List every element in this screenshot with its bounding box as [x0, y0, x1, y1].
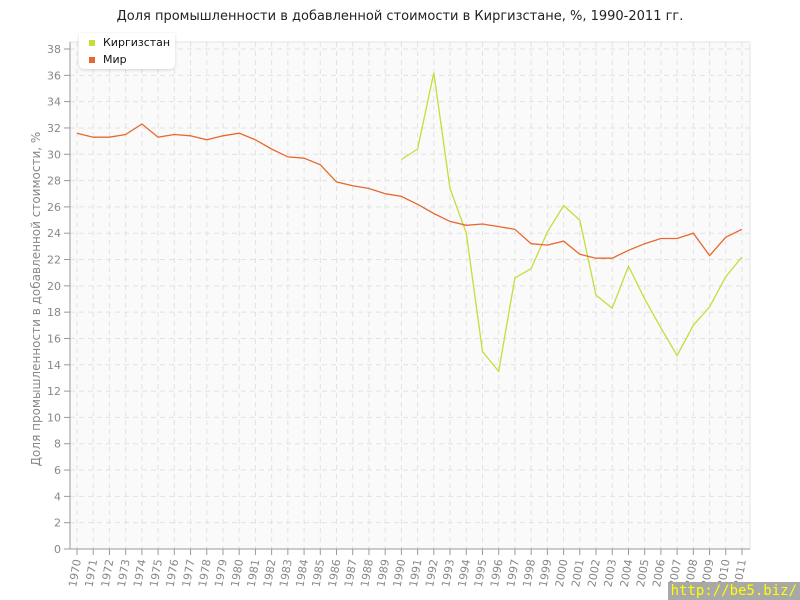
y-tick-label: 24: [47, 227, 61, 240]
x-tick-label: 1987: [342, 558, 360, 588]
x-tick-label: 1981: [245, 558, 263, 588]
y-tick-label: 12: [47, 385, 61, 398]
x-tick-label: 1998: [520, 558, 538, 588]
x-tick-label: 2002: [585, 558, 603, 588]
y-axis-label: Доля промышленности в добавленной стоимо…: [29, 132, 43, 467]
x-tick-label: 1972: [99, 558, 117, 588]
y-tick-label: 34: [47, 96, 61, 109]
x-tick-label: 2009: [699, 558, 717, 588]
y-tick-label: 20: [47, 280, 61, 293]
x-tick-label: 1996: [488, 558, 506, 588]
y-tick-label: 16: [47, 332, 61, 345]
y-tick-label: 6: [54, 464, 61, 477]
x-tick-label: 2001: [569, 558, 587, 588]
x-tick-label: 1980: [228, 558, 246, 588]
y-tick-label: 30: [47, 148, 61, 161]
x-tick-label: 1990: [391, 558, 409, 588]
legend: Киргизстан Мир: [79, 33, 175, 69]
x-tick-label: 1973: [115, 558, 133, 588]
y-tick-label: 18: [47, 306, 61, 319]
y-tick-label: 8: [54, 438, 61, 451]
y-tick-label: 36: [47, 69, 61, 82]
y-tick-label: 28: [47, 175, 61, 188]
x-tick-label: 2007: [666, 558, 684, 588]
x-tick-label: 2011: [731, 558, 749, 588]
x-tick-label: 1989: [374, 558, 392, 588]
x-tick-label: 1988: [358, 558, 376, 588]
legend-swatch: [89, 40, 95, 46]
x-tick-label: 1978: [196, 558, 214, 588]
x-tick-label: 1993: [439, 558, 457, 588]
y-tick-label: 0: [54, 543, 61, 556]
legend-label: Мир: [103, 53, 127, 66]
x-tick-label: 1979: [212, 558, 230, 588]
x-tick-label: 2005: [634, 558, 652, 588]
x-tick-label: 1991: [407, 558, 425, 588]
chart-title: Доля промышленности в добавленной стоимо…: [116, 9, 684, 24]
plot-area: [69, 41, 751, 550]
y-tick-label: 22: [47, 254, 61, 267]
x-tick-label: 1997: [504, 558, 522, 588]
x-tick-label: 1984: [293, 558, 311, 588]
x-tick-label: 1975: [147, 558, 165, 588]
legend-label: Киргизстан: [103, 36, 171, 49]
x-tick-label: 1999: [537, 558, 555, 588]
x-tick-label: 2008: [683, 558, 701, 588]
series-line-0: [401, 72, 743, 373]
y-tick-label: 38: [47, 43, 61, 56]
legend-item-kyrgyzstan[interactable]: Киргизстан: [79, 35, 175, 50]
y-tick-label: 10: [47, 411, 61, 424]
series-line-1: [76, 123, 743, 259]
x-tick-label: 1986: [326, 558, 344, 588]
x-tick-label: 1970: [66, 558, 84, 588]
x-tick-label: 1992: [423, 558, 441, 588]
x-tick-label: 2000: [553, 558, 571, 588]
x-tick-label: 2004: [618, 558, 636, 588]
x-tick-label: 1994: [456, 558, 474, 588]
watermark: http://be5.biz/: [667, 582, 800, 600]
x-tick-label: 2010: [715, 558, 733, 588]
x-tick-label: 2006: [650, 558, 668, 588]
y-tick-label: 4: [54, 490, 61, 503]
x-tick-label: 1974: [131, 558, 149, 588]
y-tick-label: 2: [54, 517, 61, 530]
y-tick-label: 14: [47, 359, 61, 372]
x-tick-label: 1983: [277, 558, 295, 588]
y-tick-label: 32: [47, 122, 61, 135]
x-tick-label: 1985: [310, 558, 328, 588]
legend-swatch: [89, 57, 95, 63]
x-tick-label: 1977: [180, 558, 198, 588]
x-tick-label: 1976: [164, 558, 182, 588]
x-tick-label: 1995: [472, 558, 490, 588]
x-tick-label: 1982: [261, 558, 279, 588]
legend-item-world[interactable]: Мир: [79, 52, 175, 67]
y-tick-label: 26: [47, 201, 61, 214]
x-tick-label: 1971: [83, 558, 101, 588]
x-tick-label: 2003: [602, 558, 620, 588]
